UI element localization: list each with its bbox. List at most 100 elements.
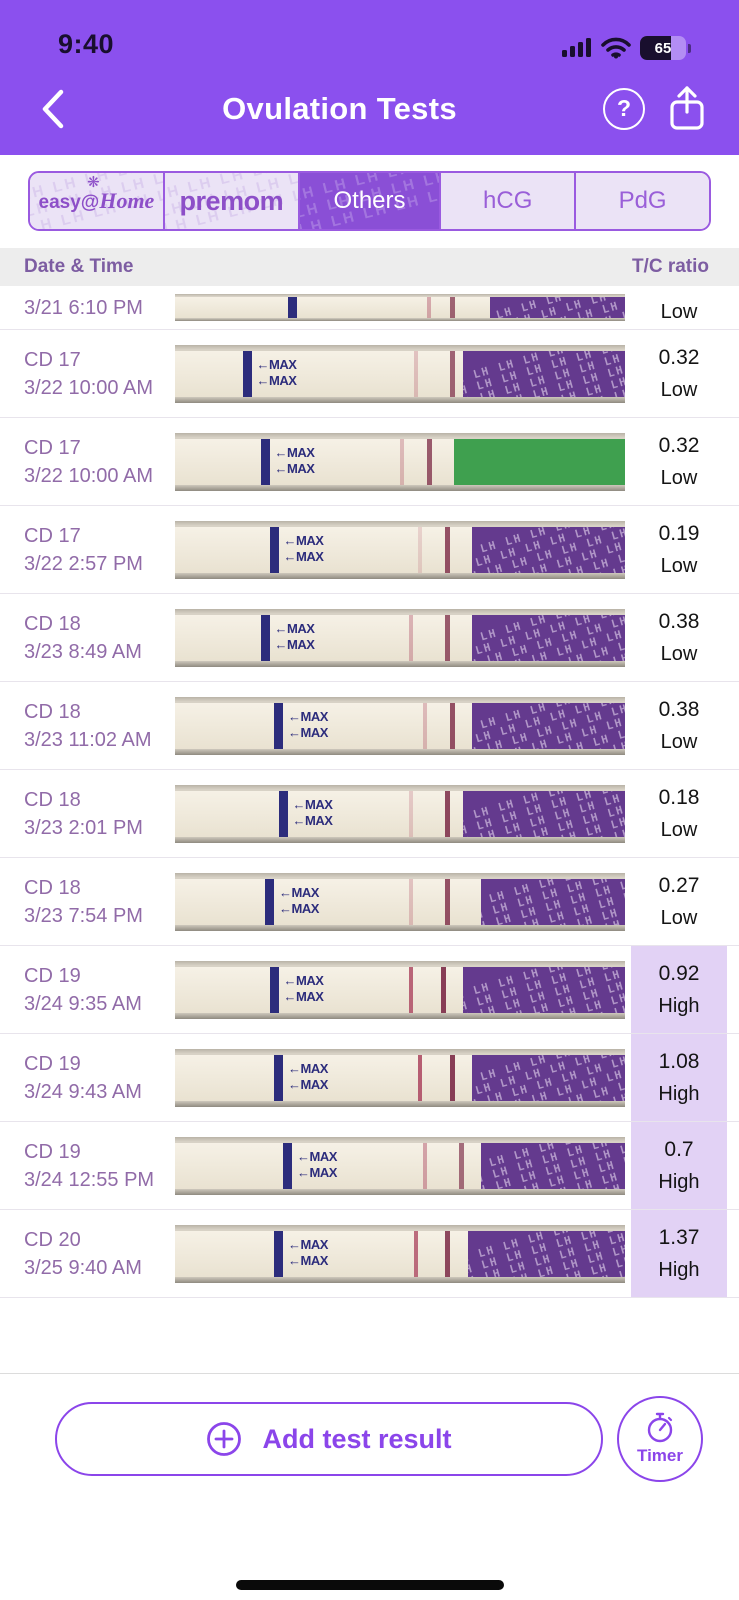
date-cell: CD 17 3/22 10:00 AM bbox=[0, 346, 175, 402]
table-row[interactable]: CD 17 3/22 2:57 PM ←MAX ←MAX LH LH LH LH bbox=[0, 506, 739, 594]
page-title: Ovulation Tests bbox=[222, 90, 457, 126]
table-row[interactable]: CD 19 3/24 9:43 AM ←MAX ←MAX LH LH LH LH bbox=[0, 1034, 739, 1122]
test-strip: ←MAX ←MAX LH LH LH LH LH LH LH LH LH LH … bbox=[175, 1054, 625, 1101]
date-cell: CD 18 3/23 8:49 AM bbox=[0, 610, 175, 666]
test-strip-photo: ←MAX ←MAX LH LH LH LH LH LH LH LH LH LH … bbox=[175, 1224, 625, 1283]
strip-handle: LH LH LH LH LH LH LH LH LH LH LH LH LH L… bbox=[490, 297, 625, 318]
test-line bbox=[418, 1054, 422, 1101]
control-line bbox=[458, 1142, 464, 1189]
max-fill-line bbox=[260, 614, 270, 661]
test-strip: ←MAX ←MAX LH LH LH LH LH LH LH LH LH LH … bbox=[175, 614, 625, 661]
control-line bbox=[449, 702, 455, 749]
max-label: ←MAX ←MAX bbox=[256, 356, 297, 388]
add-test-result-label: Add test result bbox=[262, 1423, 452, 1454]
table-row[interactable]: CD 17 3/22 10:00 AM ←MAX ←MAX LH LH LH L… bbox=[0, 330, 739, 418]
table-row[interactable]: CD 18 3/23 8:49 AM ←MAX ←MAX LH LH LH LH bbox=[0, 594, 739, 682]
ratio-level: Low bbox=[660, 300, 698, 323]
ratio-cell: 0.32 Low bbox=[631, 330, 727, 417]
test-line bbox=[427, 297, 431, 318]
share-button[interactable] bbox=[665, 85, 709, 132]
timer-button[interactable]: Timer bbox=[617, 1396, 703, 1482]
brand-tabs: LH LH LH LH LH LH LH LH LH LH LH LH LH L… bbox=[28, 171, 711, 231]
max-fill-line bbox=[242, 350, 252, 397]
table-row[interactable]: CD 19 3/24 12:55 PM ←MAX ←MAX LH LH LH L… bbox=[0, 1122, 739, 1210]
test-line bbox=[409, 614, 413, 661]
cycle-day: CD 18 bbox=[24, 612, 81, 635]
date-time: 3/23 11:02 AM bbox=[24, 728, 152, 751]
strip-handle: LH LH LH LH LH LH LH LH LH LH LH LH LH L… bbox=[481, 878, 625, 925]
strip-handle: LH LH LH LH LH LH LH LH LH LH LH LH LH L… bbox=[463, 350, 625, 397]
ratio-level: Low bbox=[660, 466, 698, 489]
table-row[interactable]: CD 19 3/24 9:35 AM ←MAX ←MAX LH LH LH LH bbox=[0, 946, 739, 1034]
lh-pattern: LH LH LH LH LH LH LH LH LH LH LH LH LH L… bbox=[472, 1054, 625, 1101]
date-cell: CD 17 3/22 10:00 AM bbox=[0, 434, 175, 490]
test-line bbox=[422, 1142, 427, 1189]
table-row[interactable]: CD 18 3/23 2:01 PM ←MAX ←MAX LH LH LH LH bbox=[0, 770, 739, 858]
top-bar: 9:40 65 bbox=[0, 0, 739, 155]
tab-premom[interactable]: LH LH LH LH LH LH LH LH LH LH LH LH LH L… bbox=[164, 173, 300, 229]
test-line bbox=[418, 526, 422, 573]
lh-pattern: LH LH LH LH LH LH LH LH LH LH LH LH LH L… bbox=[481, 878, 625, 925]
max-label: ←MAX ←MAX bbox=[283, 532, 324, 564]
ratio-value: 0.7 bbox=[664, 1137, 694, 1161]
test-strip-photo: ←MAX ←MAX LH LH LH LH LH LH LH LH LH LH … bbox=[175, 872, 625, 931]
control-line bbox=[445, 614, 450, 661]
control-line bbox=[445, 526, 450, 573]
tab-easyhome[interactable]: LH LH LH LH LH LH LH LH LH LH LH LH LH L… bbox=[30, 173, 165, 229]
help-button[interactable]: ? bbox=[603, 87, 645, 130]
max-label: ←MAX ←MAX bbox=[283, 972, 324, 1004]
tab-label: hCG bbox=[483, 187, 533, 214]
ratio-value: 0.92 bbox=[658, 961, 700, 985]
ratio-value: 0.38 bbox=[658, 697, 700, 721]
test-line bbox=[413, 1230, 418, 1277]
control-line bbox=[440, 966, 446, 1013]
max-label: ←MAX ←MAX bbox=[288, 708, 328, 740]
table-row[interactable]: CD 18 3/23 7:54 PM ←MAX ←MAX LH LH LH LH bbox=[0, 858, 739, 946]
lh-pattern: LH LH LH LH LH LH LH LH LH LH LH LH LH L… bbox=[463, 790, 625, 837]
table-header: Date & Time T/C ratio bbox=[0, 248, 739, 286]
date-cell: CD 18 3/23 2:01 PM bbox=[0, 786, 175, 842]
max-label: ←MAX ←MAX bbox=[279, 884, 319, 916]
ratio-level: Low bbox=[660, 730, 698, 753]
lh-pattern: LH LH LH LH LH LH LH LH LH LH LH LH LH L… bbox=[463, 966, 625, 1013]
table-row[interactable]: CD 20 3/25 9:40 AM ←MAX ←MAX LH LH LH LH bbox=[0, 1210, 739, 1298]
date-cell: CD 20 3/25 9:40 AM bbox=[0, 1226, 175, 1282]
ratio-value: 0.27 bbox=[658, 873, 700, 897]
date-time: 3/23 2:01 PM bbox=[24, 816, 143, 839]
cycle-day: CD 18 bbox=[24, 700, 81, 723]
table-row[interactable]: 3/21 6:10 PM ←MAX ←MAX LH LH LH LH LH LH… bbox=[0, 286, 739, 330]
table-row[interactable]: CD 18 3/23 11:02 AM ←MAX ←MAX LH LH LH L… bbox=[0, 682, 739, 770]
date-cell: CD 18 3/23 7:54 PM bbox=[0, 874, 175, 930]
ratio-level: Low bbox=[660, 378, 698, 401]
test-strip: ←MAX ←MAX LH LH LH LH LH LH LH LH LH LH … bbox=[175, 878, 625, 925]
cycle-day: CD 17 bbox=[24, 524, 81, 547]
plus-circle-icon bbox=[207, 1422, 242, 1456]
ratio-cell: 0.27 Low bbox=[631, 858, 727, 945]
add-test-result-button[interactable]: Add test result bbox=[55, 1402, 603, 1476]
tab-pdg[interactable]: PdG bbox=[576, 173, 709, 229]
tab-hcg[interactable]: hCG bbox=[441, 173, 577, 229]
premom-logo: premom bbox=[179, 185, 284, 216]
max-label: ←MAX ←MAX bbox=[297, 1148, 337, 1180]
wifi-icon bbox=[601, 37, 631, 59]
lh-pattern: LH LH LH LH LH LH LH LH LH LH LH LH LH L… bbox=[472, 614, 625, 661]
chevron-left-icon bbox=[42, 89, 64, 128]
date-time: 3/22 10:00 AM bbox=[24, 376, 153, 399]
timer-label: Timer bbox=[637, 1446, 683, 1465]
date-cell: CD 19 3/24 12:55 PM bbox=[0, 1138, 175, 1194]
max-fill-line bbox=[274, 1230, 283, 1277]
cycle-day: CD 19 bbox=[24, 964, 81, 987]
home-indicator[interactable] bbox=[235, 1580, 504, 1590]
date-cell: CD 17 3/22 2:57 PM bbox=[0, 522, 175, 578]
table-row[interactable]: CD 17 3/22 10:00 AM ←MAX ←MAX LH LH LH L… bbox=[0, 418, 739, 506]
bottom-bar: Add test result Timer bbox=[0, 1373, 739, 1600]
ratio-value: 0.38 bbox=[658, 609, 700, 633]
status-bar: 9:40 65 bbox=[0, 0, 739, 62]
test-line bbox=[409, 790, 413, 837]
tab-others-selected[interactable]: LH LH LH LH LH LH LH LH LH LH LH LH LH L… bbox=[299, 173, 442, 229]
control-line bbox=[449, 1054, 455, 1101]
back-button[interactable] bbox=[30, 86, 76, 132]
lh-pattern: LH LH LH LH LH LH LH LH LH LH LH LH LH L… bbox=[472, 702, 625, 749]
ratio-cell: 0.38 Low bbox=[631, 594, 727, 681]
